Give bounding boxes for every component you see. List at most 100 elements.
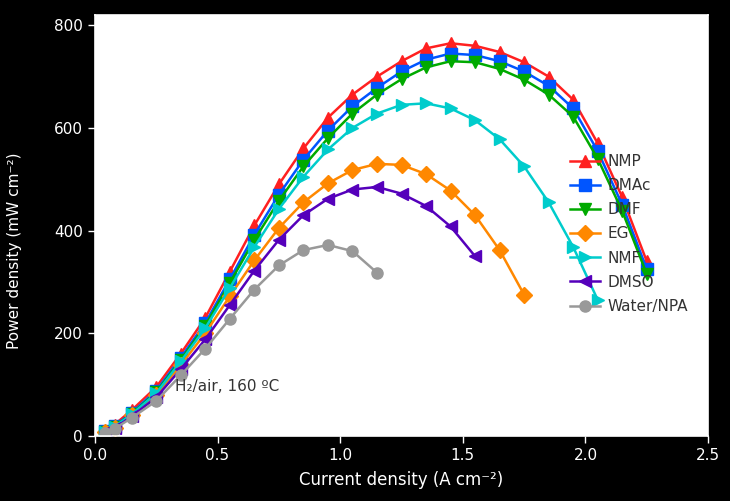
DMF: [201, 323, 210, 329]
X-axis label: Current density (A cm⁻²): Current density (A cm⁻²): [299, 471, 504, 489]
DMF: [348, 111, 357, 117]
NMP: [446, 40, 455, 46]
NMP: [545, 74, 553, 80]
NMF: [226, 285, 234, 291]
DMAc: [226, 277, 234, 283]
DMF: [569, 114, 577, 120]
Water/NPA: [110, 426, 119, 432]
DMSO: [177, 366, 185, 372]
DMF: [152, 389, 161, 395]
DMF: [545, 92, 553, 98]
Line: NMF: NMF: [99, 98, 603, 437]
Line: NMP: NMP: [99, 38, 653, 436]
DMF: [226, 280, 234, 286]
DMF: [446, 58, 455, 64]
NMF: [593, 297, 602, 303]
NMF: [100, 429, 109, 435]
NMF: [545, 199, 553, 205]
DMSO: [471, 253, 480, 259]
DMAc: [545, 83, 553, 89]
DMAc: [569, 105, 577, 111]
EG: [495, 247, 504, 253]
DMSO: [110, 425, 119, 431]
NMP: [127, 407, 136, 413]
DMF: [323, 135, 332, 141]
NMP: [642, 259, 651, 265]
Water/NPA: [226, 316, 234, 322]
Text: H₂/air, 160 ºC: H₂/air, 160 ºC: [174, 379, 279, 394]
DMF: [110, 424, 119, 430]
EG: [127, 412, 136, 418]
DMF: [299, 163, 308, 169]
NMP: [274, 181, 283, 187]
NMF: [471, 117, 480, 123]
DMAc: [110, 423, 119, 429]
NMP: [152, 384, 161, 390]
DMF: [274, 198, 283, 204]
Water/NPA: [201, 346, 210, 352]
Water/NPA: [177, 372, 185, 378]
NMP: [397, 58, 406, 64]
DMF: [618, 208, 626, 214]
NMF: [372, 111, 381, 117]
DMSO: [100, 429, 109, 435]
DMF: [372, 92, 381, 98]
DMAc: [348, 103, 357, 109]
NMF: [446, 105, 455, 111]
DMF: [422, 64, 431, 70]
EG: [274, 225, 283, 231]
NMP: [110, 421, 119, 427]
Water/NPA: [152, 398, 161, 404]
EG: [323, 180, 332, 186]
DMF: [593, 156, 602, 162]
EG: [110, 425, 119, 431]
DMAc: [152, 388, 161, 394]
EG: [226, 293, 234, 299]
NMF: [520, 163, 529, 169]
NMF: [422, 100, 431, 106]
NMP: [177, 351, 185, 357]
DMF: [250, 237, 258, 243]
EG: [446, 187, 455, 193]
EG: [520, 292, 529, 298]
DMSO: [226, 302, 234, 308]
Water/NPA: [100, 430, 109, 436]
NMF: [250, 244, 258, 250]
DMAc: [250, 231, 258, 237]
Line: EG: EG: [99, 158, 530, 437]
NMP: [520, 59, 529, 65]
DMF: [177, 357, 185, 363]
NMF: [152, 390, 161, 396]
EG: [397, 162, 406, 168]
EG: [422, 171, 431, 177]
Line: DMAc: DMAc: [99, 48, 653, 437]
EG: [100, 429, 109, 435]
EG: [152, 392, 161, 398]
NMF: [323, 146, 332, 152]
DMAc: [520, 69, 529, 75]
NMP: [299, 145, 308, 151]
NMP: [471, 43, 480, 49]
DMSO: [372, 184, 381, 190]
NMP: [618, 194, 626, 200]
Water/NPA: [299, 247, 308, 253]
DMAc: [593, 148, 602, 154]
NMP: [100, 428, 109, 434]
DMAc: [372, 85, 381, 91]
Water/NPA: [250, 287, 258, 293]
DMSO: [274, 237, 283, 243]
DMAc: [323, 127, 332, 133]
DMAc: [100, 428, 109, 434]
NMP: [226, 269, 234, 275]
NMP: [372, 74, 381, 80]
EG: [250, 258, 258, 264]
DMF: [127, 411, 136, 417]
EG: [471, 212, 480, 218]
NMP: [201, 315, 210, 321]
NMF: [177, 358, 185, 364]
DMSO: [250, 268, 258, 274]
Water/NPA: [274, 263, 283, 269]
NMF: [201, 325, 210, 331]
NMP: [250, 222, 258, 228]
Water/NPA: [127, 415, 136, 421]
